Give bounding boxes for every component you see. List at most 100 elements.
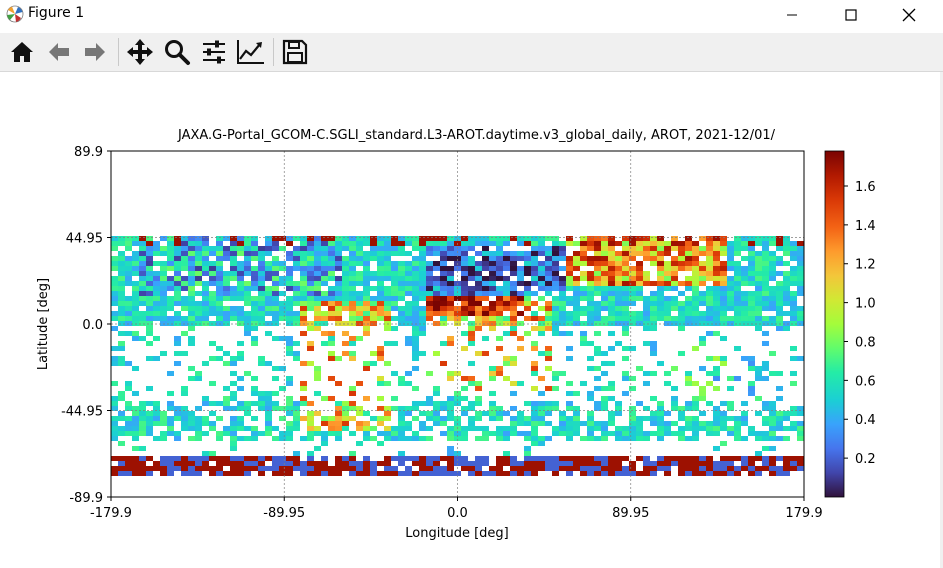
edit-curves-button[interactable] <box>236 37 266 67</box>
heatmap-cell <box>545 281 552 286</box>
heatmap-cell <box>748 381 755 386</box>
maximize-button[interactable] <box>828 0 874 30</box>
heatmap-cell <box>447 316 454 321</box>
heatmap-cell <box>321 261 328 266</box>
heatmap-cell <box>377 276 384 281</box>
heatmap-cell <box>664 471 671 476</box>
heatmap-cell <box>580 261 587 266</box>
heatmap-cell <box>629 386 636 391</box>
heatmap-cell <box>251 251 258 256</box>
heatmap-cell <box>377 256 384 261</box>
heatmap-cell <box>384 456 391 461</box>
heatmap-cell <box>342 321 349 326</box>
heatmap-cell <box>111 296 118 301</box>
heatmap-cell <box>524 236 531 241</box>
forward-button[interactable] <box>80 37 110 67</box>
home-button[interactable] <box>7 37 37 67</box>
heatmap-cell <box>594 401 601 406</box>
heatmap-cell <box>608 246 615 251</box>
heatmap-cell <box>706 471 713 476</box>
heatmap-cell <box>300 286 307 291</box>
heatmap-cell <box>405 286 412 291</box>
heatmap-cell <box>419 306 426 311</box>
heatmap-cell <box>153 286 160 291</box>
heatmap-cell <box>433 236 440 241</box>
heatmap-cell <box>699 321 706 326</box>
heatmap-cell <box>629 246 636 251</box>
heatmap-cell <box>727 431 734 436</box>
heatmap-cell <box>580 381 587 386</box>
heatmap-cell <box>517 416 524 421</box>
subplots-button[interactable] <box>199 37 229 67</box>
heatmap-cell <box>671 386 678 391</box>
heatmap-cell <box>440 401 447 406</box>
heatmap-cell <box>405 466 412 471</box>
zoom-button[interactable] <box>162 37 192 67</box>
heatmap-cell <box>314 311 321 316</box>
heatmap-cell <box>314 261 321 266</box>
heatmap-cell <box>594 351 601 356</box>
heatmap-cell <box>111 361 118 366</box>
heatmap-cell <box>300 471 307 476</box>
save-button[interactable] <box>280 37 310 67</box>
heatmap-cell <box>517 411 524 416</box>
heatmap-cell <box>545 436 552 441</box>
heatmap-cell <box>531 456 538 461</box>
heatmap-cell <box>447 396 454 401</box>
heatmap-cell <box>202 266 209 271</box>
heatmap-cell <box>363 281 370 286</box>
heatmap-cell <box>496 311 503 316</box>
heatmap-cell <box>188 261 195 266</box>
heatmap-cell <box>195 276 202 281</box>
back-button[interactable] <box>44 37 74 67</box>
heatmap-cell <box>209 426 216 431</box>
heatmap-cell <box>657 241 664 246</box>
heatmap-cell <box>188 316 195 321</box>
heatmap-cell <box>132 366 139 371</box>
heatmap-cell <box>251 376 258 381</box>
pan-button[interactable] <box>125 37 155 67</box>
heatmap-cell <box>552 301 559 306</box>
heatmap-cell <box>251 296 258 301</box>
heatmap-cell <box>363 306 370 311</box>
heatmap-cell <box>412 281 419 286</box>
heatmap-cell <box>524 301 531 306</box>
heatmap-cell <box>496 471 503 476</box>
heatmap-cell <box>349 386 356 391</box>
heatmap-cell <box>230 291 237 296</box>
heatmap-cell <box>265 266 272 271</box>
heatmap-cell <box>209 306 216 311</box>
heatmap-cell <box>419 276 426 281</box>
heatmap-cell <box>223 291 230 296</box>
heatmap-cell <box>167 251 174 256</box>
minimize-button[interactable] <box>769 0 815 30</box>
heatmap-cell <box>244 291 251 296</box>
heatmap-cell <box>398 251 405 256</box>
heatmap-cell <box>153 271 160 276</box>
heatmap-cell <box>433 321 440 326</box>
heatmap-cell <box>328 301 335 306</box>
close-button[interactable] <box>886 0 932 30</box>
heatmap-cell <box>531 281 538 286</box>
heatmap-cell <box>587 436 594 441</box>
heatmap-cell <box>363 236 370 241</box>
heatmap-cell <box>552 321 559 326</box>
heatmap-cell <box>279 261 286 266</box>
heatmap-cell <box>475 411 482 416</box>
heatmap-cell <box>377 351 384 356</box>
heatmap-cell <box>447 286 454 291</box>
heatmap-cell <box>594 241 601 246</box>
heatmap-cell <box>146 416 153 421</box>
heatmap-cell <box>377 431 384 436</box>
heatmap-cell <box>286 461 293 466</box>
heatmap-cell <box>650 241 657 246</box>
heatmap-cell <box>720 241 727 246</box>
heatmap-cell <box>454 416 461 421</box>
heatmap-cell <box>587 261 594 266</box>
heatmap-cell <box>251 286 258 291</box>
heatmap-cell <box>468 286 475 291</box>
heatmap-cell <box>545 316 552 321</box>
heatmap-cell <box>594 261 601 266</box>
heatmap-cell <box>272 256 279 261</box>
heatmap-cell <box>678 266 685 271</box>
